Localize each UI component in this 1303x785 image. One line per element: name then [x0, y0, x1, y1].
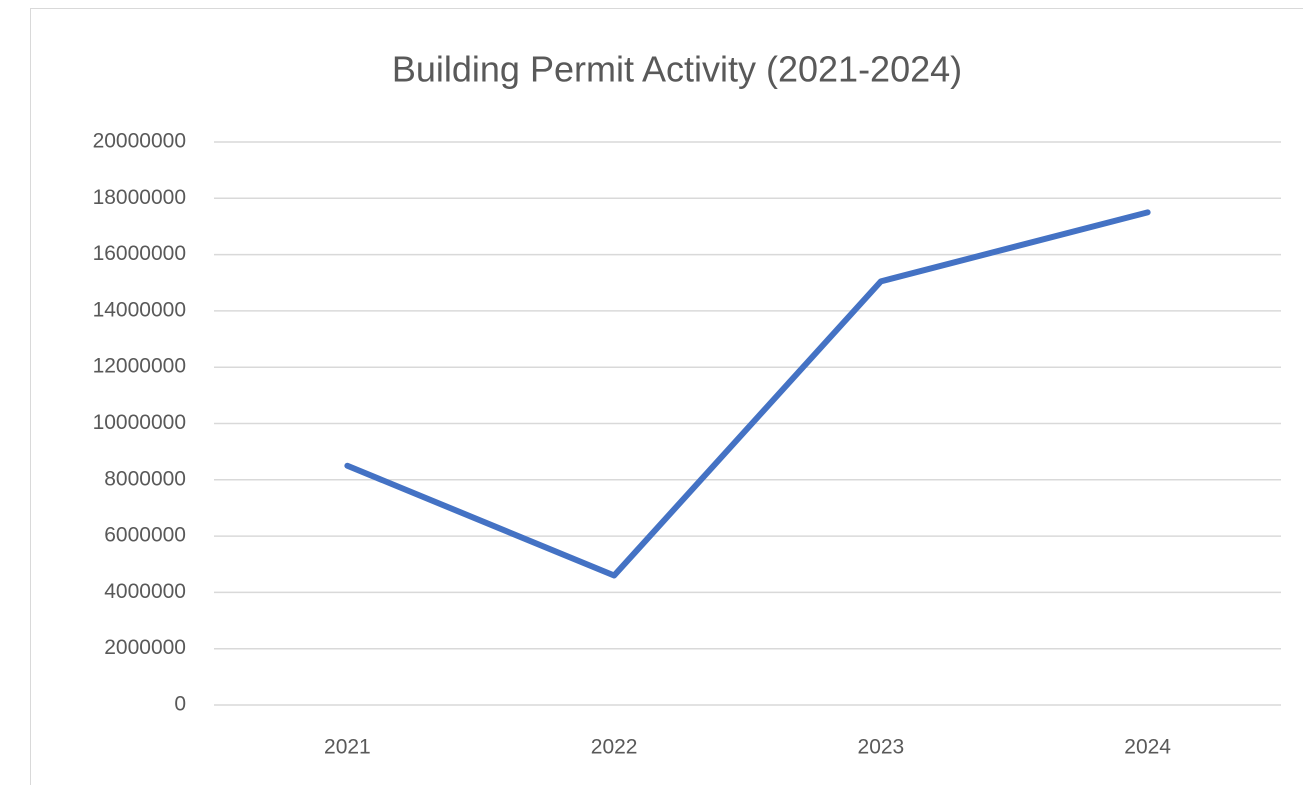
y-tick-label: 20000000: [93, 130, 186, 153]
y-tick-label: 6000000: [104, 524, 186, 547]
x-tick-label: 2024: [1124, 736, 1171, 759]
y-tick-label: 18000000: [93, 186, 186, 209]
y-tick-label: 0: [174, 693, 186, 716]
y-tick-label: 2000000: [104, 636, 186, 659]
y-tick-label: 14000000: [93, 298, 186, 321]
chart-frame: [30, 8, 1303, 785]
y-tick-label: 4000000: [104, 580, 186, 603]
chart-title: Building Permit Activity (2021-2024): [392, 49, 962, 90]
y-tick-label: 8000000: [104, 467, 186, 490]
x-tick-label: 2021: [324, 736, 371, 759]
y-tick-label: 12000000: [93, 355, 186, 378]
y-tick-label: 16000000: [93, 242, 186, 265]
x-tick-label: 2022: [591, 736, 638, 759]
x-tick-label: 2023: [858, 736, 905, 759]
data-line: [344, 209, 1151, 579]
y-tick-label: 10000000: [93, 411, 186, 434]
